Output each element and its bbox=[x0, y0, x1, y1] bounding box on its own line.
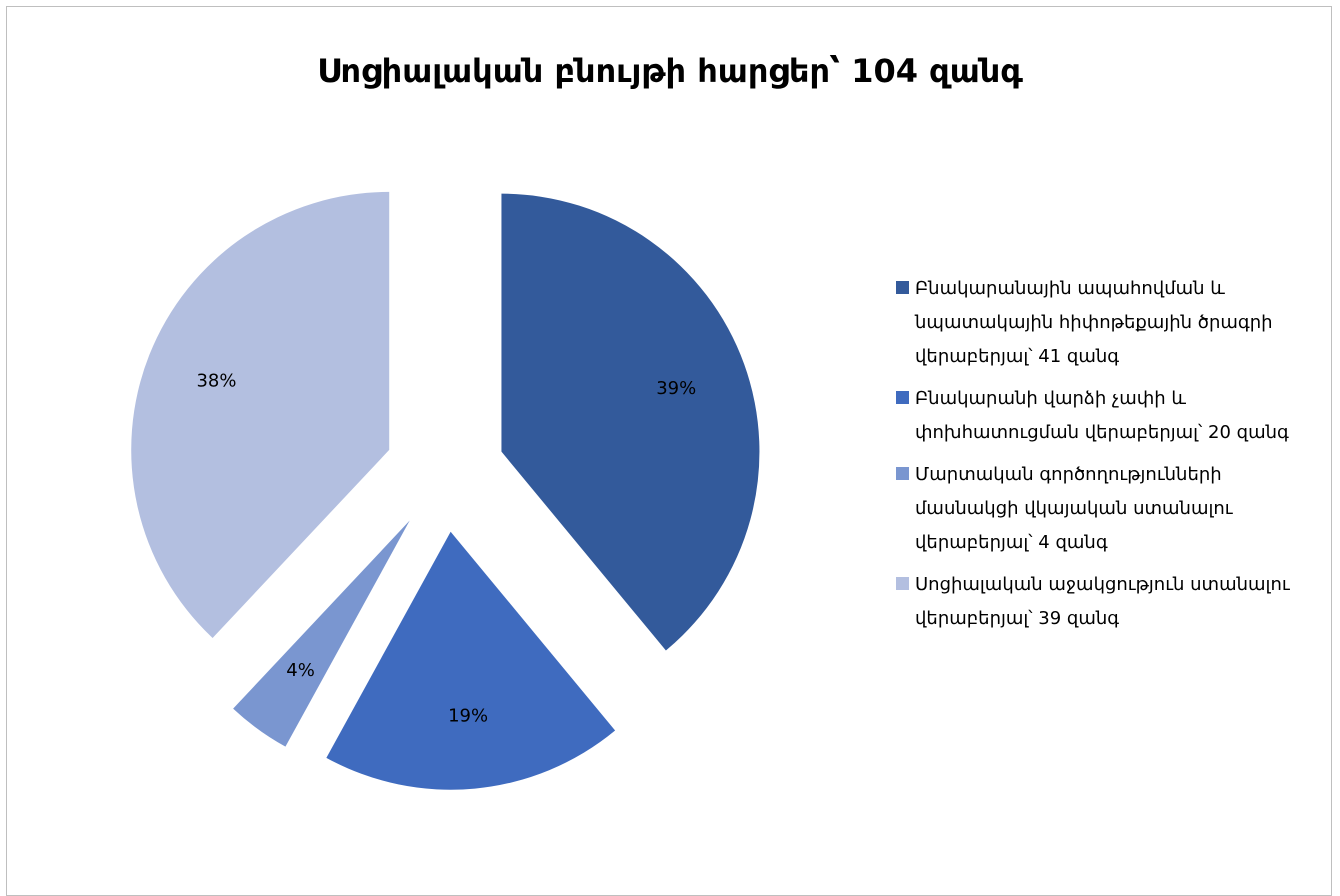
legend-swatch bbox=[896, 467, 909, 480]
data-label: 38% bbox=[196, 371, 236, 392]
data-label: 39% bbox=[656, 378, 696, 399]
legend: Բնակարանային ապահովման և նպատակային հիփո… bbox=[896, 272, 1306, 644]
legend-label: Մարտական գործողությունների մասնակցի վկայ… bbox=[915, 464, 1233, 553]
legend-item: Մարտական գործողությունների մասնակցի վկայ… bbox=[896, 458, 1306, 560]
pie-slice bbox=[326, 531, 616, 790]
data-label: 19% bbox=[448, 706, 488, 727]
pie-slice bbox=[233, 520, 410, 747]
legend-item: Սոցիալական աջակցություն ստանալու վերաբեր… bbox=[896, 568, 1306, 636]
chart-title: Սոցիալական բնույթի հարցեր՝ 104 զանգ bbox=[317, 52, 1023, 90]
data-label: 4% bbox=[286, 660, 315, 681]
pie-slice bbox=[501, 193, 760, 651]
legend-label: Բնակարանային ապահովման և նպատակային հիփո… bbox=[915, 278, 1273, 367]
legend-swatch bbox=[896, 391, 909, 404]
legend-label: Սոցիալական աջակցություն ստանալու վերաբեր… bbox=[915, 574, 1290, 629]
legend-item: Բնակարանային ապահովման և նպատակային հիփո… bbox=[896, 272, 1306, 374]
legend-item: Բնակարանի վարձի չափի և փոխհատուցման վերա… bbox=[896, 382, 1306, 450]
legend-swatch bbox=[896, 577, 909, 590]
legend-label: Բնակարանի վարձի չափի և փոխհատուցման վերա… bbox=[915, 388, 1289, 443]
pie-slice bbox=[131, 191, 390, 638]
legend-swatch bbox=[896, 281, 909, 294]
